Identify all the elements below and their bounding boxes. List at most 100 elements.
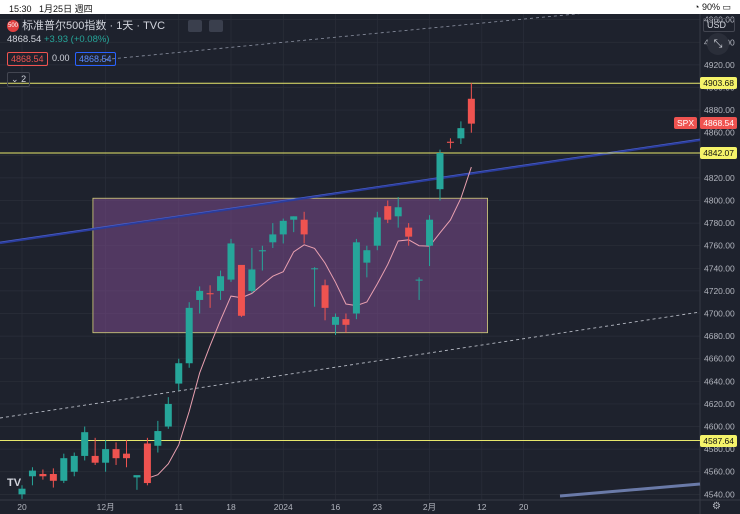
blue-trendline-inner bbox=[0, 138, 701, 243]
horizontal-levels bbox=[0, 82, 700, 442]
chart-area[interactable]: 4540.00 4560.00 4580.00 4600.00 4620.00 4640.… bbox=[0, 14, 740, 514]
y-tick-label: 4760.00 bbox=[704, 241, 735, 251]
upper-dashed-trendline-2 bbox=[99, 14, 581, 61]
candle-body bbox=[426, 219, 434, 246]
candle-body bbox=[81, 432, 89, 456]
candle-body bbox=[415, 279, 423, 281]
y-tick-label: 4680.00 bbox=[704, 331, 735, 341]
collapse-button[interactable]: ⌄ 2 bbox=[7, 72, 31, 87]
status-right: ◔ 90% ▭ bbox=[694, 2, 731, 13]
candle-body bbox=[405, 227, 413, 237]
candle-body bbox=[217, 276, 225, 291]
candle-body bbox=[70, 455, 78, 472]
candle-body bbox=[290, 216, 298, 220]
status-time-date: 15:30 1月25日 週四 bbox=[9, 4, 93, 14]
time-axis: 20 12月 11 18 2024 16 23 2月 12 20 bbox=[17, 502, 528, 512]
x-tick-label: 18 bbox=[226, 502, 236, 512]
candle-body bbox=[39, 474, 47, 477]
candle-body bbox=[196, 290, 204, 300]
price-tag-4903.68: 4903.68 bbox=[700, 77, 737, 90]
battery-percent: 90% bbox=[701, 2, 720, 12]
candle-body bbox=[394, 207, 402, 217]
x-tick-label: 23 bbox=[373, 502, 383, 512]
trendlines bbox=[0, 14, 701, 498]
price-tag-4587.64: 4587.64 bbox=[700, 434, 737, 447]
y-tick-label: 4540.00 bbox=[704, 489, 735, 499]
bottom-right-channel bbox=[559, 482, 701, 498]
candle-body bbox=[175, 363, 183, 384]
x-tick-label: 16 bbox=[331, 502, 341, 512]
candle-body bbox=[18, 488, 26, 495]
candle-body bbox=[91, 455, 99, 463]
symbol-title: 标准普尔500指数 · 1天 · TVC bbox=[22, 20, 166, 32]
x-tick-label: 2024 bbox=[274, 502, 293, 512]
y-tick-label: 4560.00 bbox=[704, 467, 735, 477]
battery-icon: ▭ bbox=[722, 2, 731, 12]
wifi-icon: ◔ bbox=[694, 2, 700, 12]
candle-body bbox=[269, 234, 277, 243]
y-tick-label: 4620.00 bbox=[704, 399, 735, 409]
candle-body bbox=[185, 307, 193, 364]
moving-average-line bbox=[147, 166, 472, 479]
candle-body bbox=[321, 285, 329, 308]
candle-body bbox=[279, 220, 287, 235]
y-tick-label: 4740.00 bbox=[704, 263, 735, 273]
candle-body bbox=[436, 153, 444, 190]
price-line: 4868.54 +3.93 (+0.08%) bbox=[7, 34, 109, 45]
candle-body bbox=[457, 128, 465, 139]
symbol-price-tag: SPX bbox=[673, 117, 697, 130]
x-tick-label: 20 bbox=[519, 502, 529, 512]
candle-body bbox=[237, 264, 245, 316]
candle-body bbox=[384, 206, 392, 220]
lower-dashed-trendline bbox=[0, 311, 701, 419]
candle-body bbox=[49, 474, 57, 481]
header-more-icon-2[interactable] bbox=[209, 20, 224, 33]
x-tick-label: 11 bbox=[174, 502, 183, 512]
y-tick-label: 4580.00 bbox=[704, 444, 735, 454]
candle-body bbox=[112, 449, 120, 459]
candle-body bbox=[342, 319, 350, 325]
candle-body bbox=[363, 250, 371, 263]
y-tick-label: 4800.00 bbox=[704, 195, 735, 205]
candle-body bbox=[332, 316, 339, 325]
currency-select[interactable]: USD bbox=[703, 18, 735, 32]
x-tick-label: 20 bbox=[17, 502, 27, 512]
candle-body bbox=[123, 453, 130, 459]
candle-body bbox=[258, 250, 266, 252]
y-tick-label: 4660.00 bbox=[704, 354, 735, 364]
candle-body bbox=[28, 470, 36, 477]
x-tick-label: 12月 bbox=[97, 502, 115, 512]
chevron-down-icon: ⌄ bbox=[11, 74, 19, 84]
candle-body bbox=[227, 243, 235, 280]
y-tick-label: 4640.00 bbox=[704, 376, 735, 386]
candle-body bbox=[352, 242, 360, 314]
bid-box[interactable]: 4868.54 bbox=[7, 52, 48, 66]
x-tick-label: 2月 bbox=[423, 502, 436, 512]
candle-body bbox=[467, 98, 475, 124]
candle-body bbox=[446, 141, 454, 143]
chart-settings-icon[interactable]: ⚙ bbox=[712, 501, 721, 512]
header-more-icon[interactable] bbox=[188, 20, 203, 33]
candle-body bbox=[133, 475, 141, 478]
y-tick-label: 4880.00 bbox=[704, 105, 735, 115]
y-tick-label: 4700.00 bbox=[704, 309, 735, 319]
candle-body bbox=[60, 458, 68, 481]
spread-value: 0.00 bbox=[52, 53, 70, 63]
y-tick-label: 4960.00 bbox=[704, 15, 735, 25]
y-tick-label: 4920.00 bbox=[704, 60, 735, 70]
blue-trendline bbox=[0, 138, 701, 245]
y-tick-label: 4860.00 bbox=[704, 128, 735, 138]
symbol-header[interactable]: 500 标准普尔500指数 · 1天 · TVC bbox=[7, 17, 224, 33]
ask-box[interactable]: 4868.54 bbox=[75, 52, 116, 66]
candle-body bbox=[206, 293, 214, 295]
scale-toggle-icon[interactable]: ⤡ bbox=[707, 33, 729, 55]
price-change: +3.93 (+0.08%) bbox=[43, 34, 110, 45]
y-tick-label: 4600.00 bbox=[704, 422, 735, 432]
price-tag-4868.54: 4868.54 bbox=[700, 117, 737, 130]
price-tag-4842.07: 4842.07 bbox=[700, 146, 737, 159]
y-tick-label: 4820.00 bbox=[704, 173, 735, 183]
x-tick-label: 12 bbox=[477, 502, 487, 512]
tradingview-logo: TV bbox=[7, 477, 22, 489]
candle-body bbox=[300, 219, 308, 235]
y-tick-label: 4780.00 bbox=[704, 218, 735, 228]
